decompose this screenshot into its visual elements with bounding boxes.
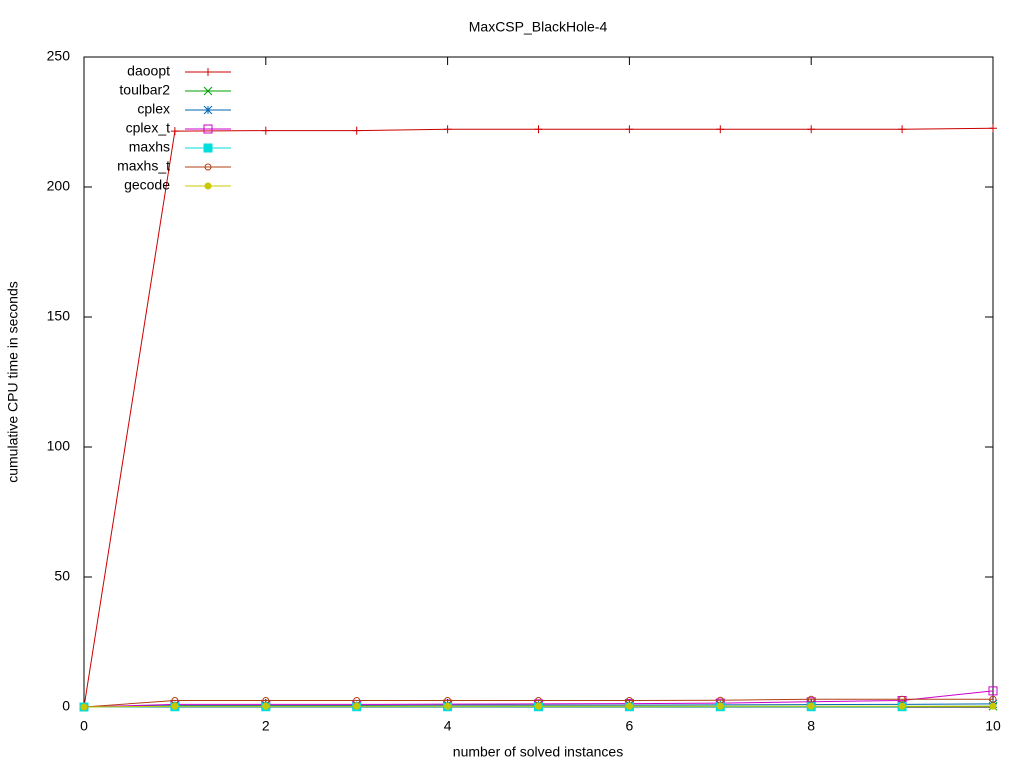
- legend-label: cplex_t: [126, 120, 170, 136]
- y-tick-label: 50: [54, 568, 70, 584]
- chart-title: MaxCSP_BlackHole-4: [469, 19, 608, 35]
- legend-label: cplex: [137, 101, 170, 117]
- data-point: [354, 703, 360, 709]
- data-point: [990, 703, 996, 709]
- legend-marker: [205, 183, 211, 189]
- data-point: [626, 703, 632, 709]
- y-tick-label: 150: [47, 308, 71, 324]
- data-point: [353, 127, 361, 135]
- x-tick-label: 2: [262, 718, 270, 734]
- series-line: [84, 128, 993, 707]
- data-point: [898, 125, 906, 133]
- y-tick-label: 250: [47, 48, 71, 64]
- data-point: [899, 703, 905, 709]
- x-axis-label: number of solved instances: [453, 744, 623, 760]
- data-point: [172, 703, 178, 709]
- data-point: [808, 703, 814, 709]
- y-axis-label: cumulative CPU time in seconds: [5, 281, 21, 483]
- legend-marker: [204, 68, 212, 76]
- data-point: [716, 125, 724, 133]
- data-point: [989, 124, 997, 132]
- data-point: [171, 127, 179, 135]
- legend-label: daoopt: [127, 63, 170, 79]
- legend-label: maxhs_t: [117, 158, 170, 174]
- data-point: [535, 125, 543, 133]
- plot-border: [84, 57, 993, 707]
- legend-label: gecode: [124, 177, 170, 193]
- data-point: [445, 703, 451, 709]
- y-tick-label: 200: [47, 178, 71, 194]
- legend-marker: [204, 106, 212, 114]
- data-point: [625, 125, 633, 133]
- legend-marker: [204, 144, 212, 152]
- x-tick-label: 6: [626, 718, 634, 734]
- legend-label: maxhs: [129, 139, 170, 155]
- data-point: [807, 125, 815, 133]
- x-tick-label: 4: [444, 718, 452, 734]
- x-tick-label: 10: [985, 718, 1001, 734]
- y-tick-label: 0: [62, 698, 70, 714]
- x-tick-label: 0: [80, 718, 88, 734]
- data-point: [262, 127, 270, 135]
- data-point: [444, 125, 452, 133]
- y-tick-label: 100: [47, 438, 71, 454]
- data-point: [717, 703, 723, 709]
- legend-label: toulbar2: [119, 82, 170, 98]
- x-tick-label: 8: [807, 718, 815, 734]
- data-point: [81, 704, 87, 710]
- data-point: [536, 703, 542, 709]
- data-point: [263, 703, 269, 709]
